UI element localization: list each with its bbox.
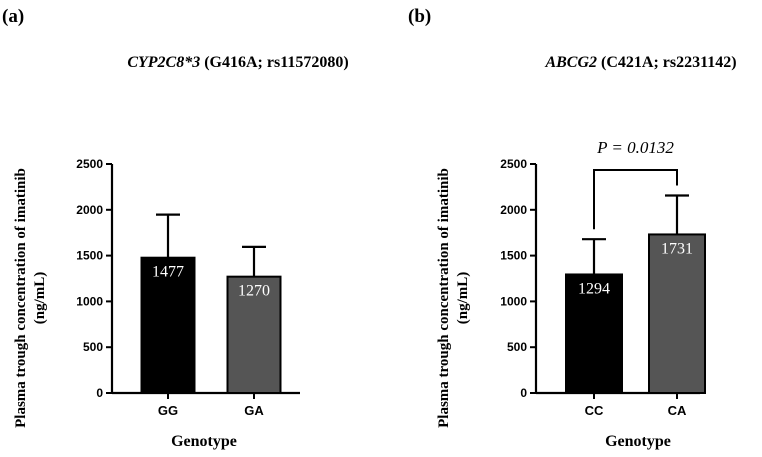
- panel-b: (b) ABCG2 (C421A; rs2231142) Plasma trou…: [408, 6, 737, 450]
- panel-a-data-label: 1477: [152, 264, 184, 281]
- panel-a-title-gene: CYP2C8*3: [127, 54, 200, 71]
- panel-b-ylabel-line2: (ng/mL): [455, 272, 471, 325]
- panel-b-significance-bracket: [593, 169, 678, 230]
- panel-a-data-label: 1270: [238, 283, 270, 300]
- panel-b-p-value: P = 0.0132: [596, 138, 674, 157]
- panel-a-ytick-label: 1000: [76, 294, 103, 308]
- panel-b-ytick-label: 1500: [500, 249, 527, 263]
- panel-b-ytick-label: 1000: [500, 294, 527, 308]
- panel-b-bar-ca: [648, 233, 706, 394]
- panel-b-ytick-label: 0: [520, 386, 527, 400]
- panel-b-ytick-label: 2500: [500, 157, 527, 171]
- panel-a: (a) CYP2C8*3 (G416A; rs11572080) Plasma …: [2, 6, 349, 450]
- panel-a-title: CYP2C8*3 (G416A; rs11572080): [127, 54, 348, 71]
- panel-b-xtick-label: CC: [585, 403, 604, 418]
- panel-b-ytick-label: 500: [507, 340, 527, 354]
- panel-a-ytick-label: 2000: [76, 203, 103, 217]
- panel-a-xtick-label: GG: [158, 403, 178, 418]
- panel-a-bar-gg: [140, 256, 196, 394]
- panel-b-bar-cc: [565, 273, 623, 395]
- panel-b-ylabel-line1: Plasma trough concentration of imatinib: [436, 168, 452, 428]
- panel-b-data-label: 1294: [578, 280, 610, 297]
- panel-b-title-gene: ABCG2: [544, 54, 597, 71]
- panel-a-ytick-label: 2500: [76, 157, 103, 171]
- panel-a-ytick-label: 500: [83, 340, 103, 354]
- panel-b-title-variant: (C421A; rs2231142): [597, 54, 737, 71]
- panel-b-title: ABCG2 (C421A; rs2231142): [544, 54, 736, 71]
- panel-a-title-variant: (G416A; rs11572080): [200, 54, 348, 71]
- panel-b-xlabel: Genotype: [605, 433, 671, 450]
- panel-a-ytick-label: 1500: [76, 249, 103, 263]
- panel-a-ylabel-line1: Plasma trough concentration of imatinib: [13, 168, 29, 428]
- panel-b-ytick-label: 2000: [500, 203, 527, 217]
- panel-b-data-label: 1731: [661, 240, 693, 257]
- panel-b-xtick-label: CA: [668, 403, 687, 418]
- panel-a-ylabel-line2: (ng/mL): [32, 272, 48, 325]
- panel-b-label: (b): [408, 6, 431, 27]
- panel-b-plot: 0 500 1000 1500 2000 2500 1294 CC 1731 CA P = 0.01…: [500, 138, 706, 418]
- panel-a-ytick-label: 0: [96, 386, 103, 400]
- panel-a-xlabel: Genotype: [171, 433, 237, 450]
- panel-a-xtick-label: GA: [244, 403, 264, 418]
- panel-a-label: (a): [2, 6, 24, 27]
- panel-a-plot: 0 500 1000 1500 2000 2500 1477 GG 1270 GA: [76, 157, 300, 418]
